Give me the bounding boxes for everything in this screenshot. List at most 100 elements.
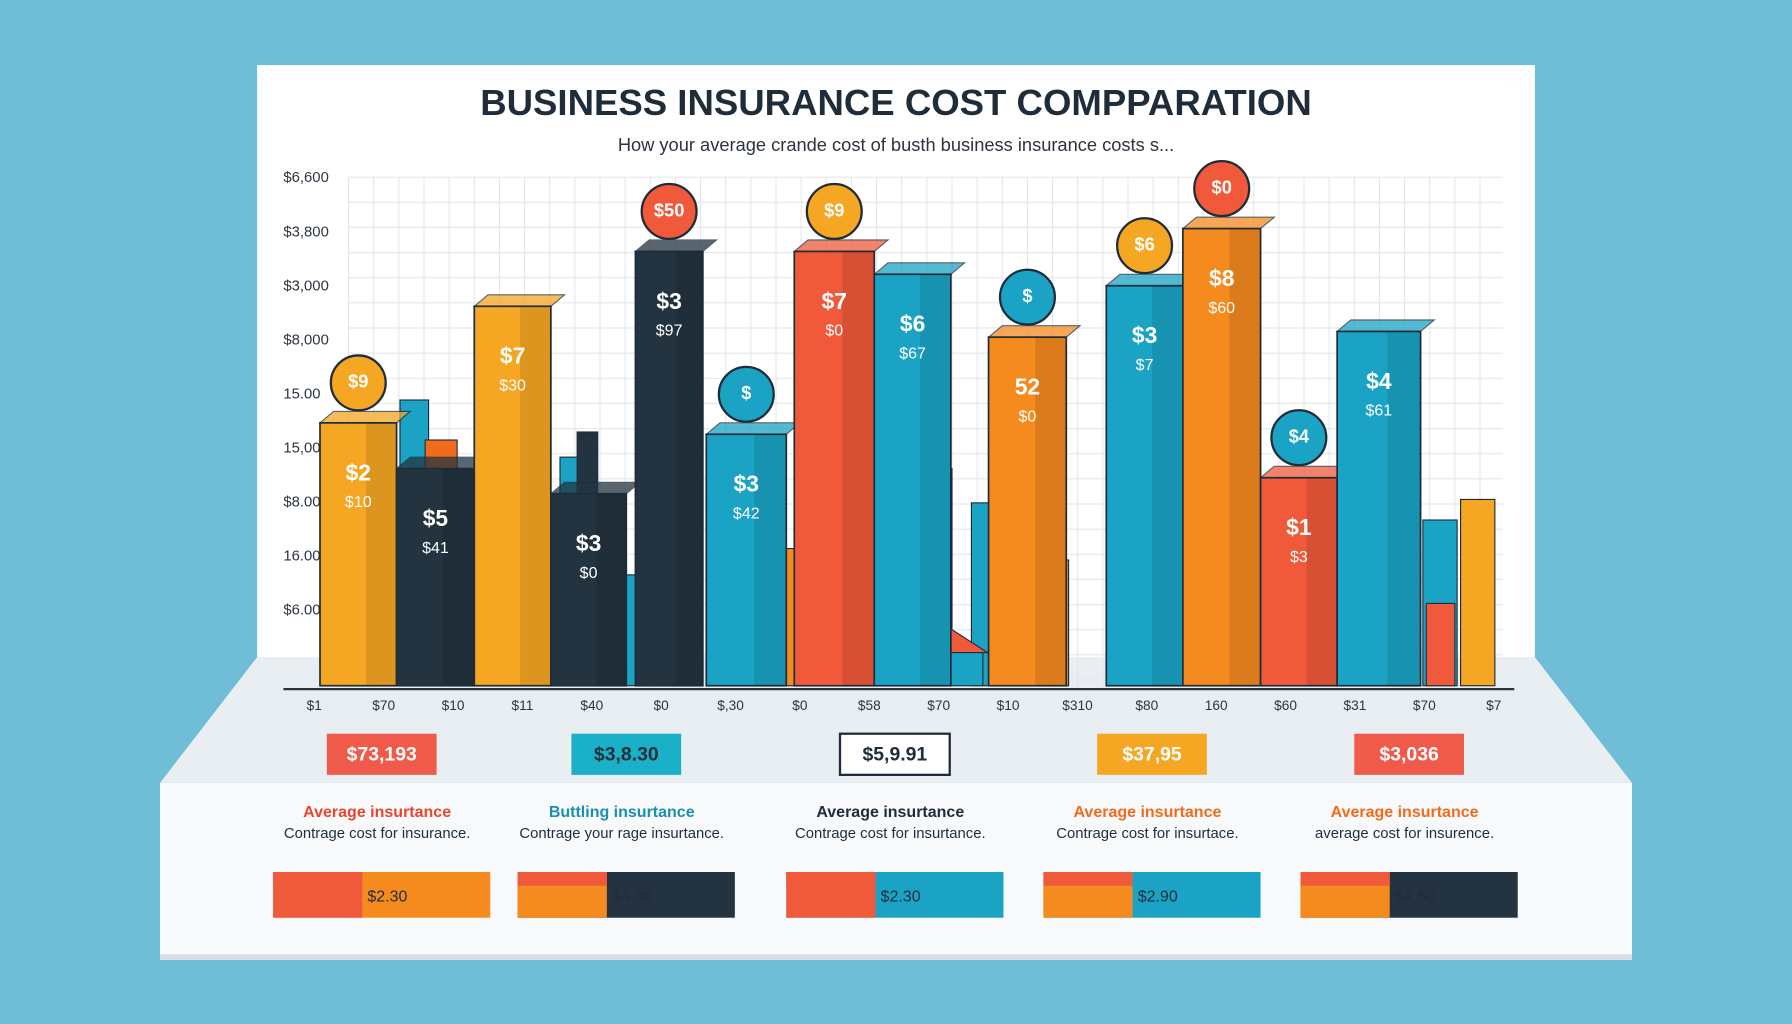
bar-sublabel: $3 <box>1290 549 1308 566</box>
bar-label: $3 <box>734 471 759 497</box>
bar-shade <box>842 251 875 686</box>
bar-label: $6 <box>900 311 925 337</box>
badge <box>1193 160 1251 218</box>
bar-sublabel: $10 <box>345 494 372 511</box>
title: BUSINESS INSURANCE COST COMPPARATION <box>480 82 1312 123</box>
bar-label: $1 <box>1286 514 1312 540</box>
badge <box>1270 409 1328 467</box>
price-box <box>571 733 682 775</box>
badge-label: $9 <box>824 199 844 220</box>
progress-label: $2.90 <box>1138 888 1178 905</box>
y-tick-label: $8,000 <box>283 332 328 348</box>
bars: $2 $10 $9 $5 $41 $7 $30 $3 $0 $3 $97 $50 $3 $42 $ $7 $0 $… <box>318 160 1496 687</box>
card-title: Average insurtance <box>816 804 964 821</box>
x-tick-label: $,30 <box>717 698 744 713</box>
progress-strip <box>517 872 607 886</box>
bar-top <box>986 325 1082 338</box>
bar-label: $8 <box>1209 265 1234 291</box>
bar-label: $3 <box>576 530 601 556</box>
bar-top <box>318 410 412 424</box>
y-tick-label: $6,600 <box>283 170 328 186</box>
bar-label: $4 <box>1366 368 1392 394</box>
price-box <box>326 733 437 775</box>
bar-top <box>704 422 802 435</box>
bar-top <box>792 239 890 252</box>
bar-shade <box>920 274 951 686</box>
y-tick-label: $6.00 <box>283 603 320 619</box>
badge-label: $9 <box>348 371 368 392</box>
bar-shade <box>1387 331 1421 686</box>
x-tick-label: 160 <box>1205 698 1228 713</box>
card-description: Contrage cost for insurtance. <box>795 826 986 842</box>
price-box <box>1097 733 1207 775</box>
card-title: Average insurtance <box>303 804 451 821</box>
bar-sublabel: $60 <box>1208 300 1235 317</box>
x-tick-label: $40 <box>580 698 603 713</box>
bar-sublabel: $0 <box>825 323 843 340</box>
progress-strip <box>1043 872 1133 886</box>
progress-label: $2.30 <box>881 888 921 905</box>
subtitle: How your average crande cost of busth bu… <box>618 134 1174 155</box>
bar-sublabel: $61 <box>1366 403 1393 420</box>
progress-strip <box>1300 872 1390 886</box>
bar <box>873 273 952 687</box>
bar-top <box>1181 216 1276 230</box>
x-tick-label: $0 <box>792 698 808 713</box>
bar-shade <box>754 434 787 686</box>
card-title: Average insurtance <box>1331 804 1479 821</box>
price: $73,193 <box>347 744 417 766</box>
y-tick-label: $3,800 <box>283 224 328 240</box>
bar <box>705 433 788 687</box>
bar-shade <box>675 251 703 686</box>
progress-label: $4.80 <box>612 888 652 905</box>
progress-label: $2.30 <box>367 888 407 905</box>
bar-label: $3 <box>1132 322 1157 348</box>
card-description: average cost for insurence. <box>1315 826 1494 842</box>
card-title: Average insurtance <box>1073 804 1221 821</box>
x-tick-label: $310 <box>1062 698 1093 713</box>
bar <box>319 421 398 687</box>
bar <box>473 305 552 687</box>
price: $5,9.91 <box>862 744 927 766</box>
bar-label: $7 <box>822 288 847 314</box>
y-tick-label: 15,00 <box>283 440 320 456</box>
badge <box>1115 217 1174 275</box>
bar-label: $2 <box>346 459 371 485</box>
bar-shade <box>1152 285 1183 686</box>
y-tick-label: $8.00 <box>283 495 320 511</box>
x-tick-label: $0 <box>654 698 670 713</box>
bar-label: $3 <box>656 288 681 314</box>
bar-label: 52 <box>1015 374 1040 400</box>
x-tick-label: $11 <box>511 698 533 713</box>
price: $37,95 <box>1122 744 1182 766</box>
bar-label: $5 <box>423 505 449 531</box>
progress-strip <box>786 872 876 886</box>
badge-label: $ <box>1022 285 1032 306</box>
badge-label: $50 <box>654 199 684 220</box>
cards: $73,193 Average insurtance Contrage cost f… <box>273 732 1518 918</box>
x-tick-label: $31 <box>1344 698 1367 713</box>
y-tick-label: $3,000 <box>283 278 328 294</box>
stage-front <box>160 782 1632 960</box>
badge <box>640 182 698 240</box>
bar-shade <box>1306 477 1338 686</box>
bar-sublabel: $42 <box>733 506 760 523</box>
bar-sublabel: $41 <box>422 540 449 557</box>
bar <box>793 250 876 687</box>
x-tick-label: $70 <box>1413 698 1436 713</box>
badge-label: $0 <box>1212 176 1232 197</box>
y-tick-label: 15.00 <box>283 386 320 402</box>
badge-label: $4 <box>1289 426 1310 447</box>
bar-sublabel: $30 <box>499 378 526 395</box>
x-tick-label: $10 <box>997 698 1020 713</box>
bar-shade <box>443 468 475 686</box>
bar-sublabel: $0 <box>1019 408 1037 425</box>
card-description: Contrage cost for insurance. <box>284 826 470 842</box>
badge-label: $ <box>741 382 751 403</box>
x-tick-label: $70 <box>927 698 950 713</box>
bar <box>1181 227 1262 687</box>
badge <box>717 365 775 423</box>
bar-top <box>872 262 967 275</box>
price-box <box>1354 733 1464 775</box>
y-tick-label: 16.00 <box>283 549 320 565</box>
